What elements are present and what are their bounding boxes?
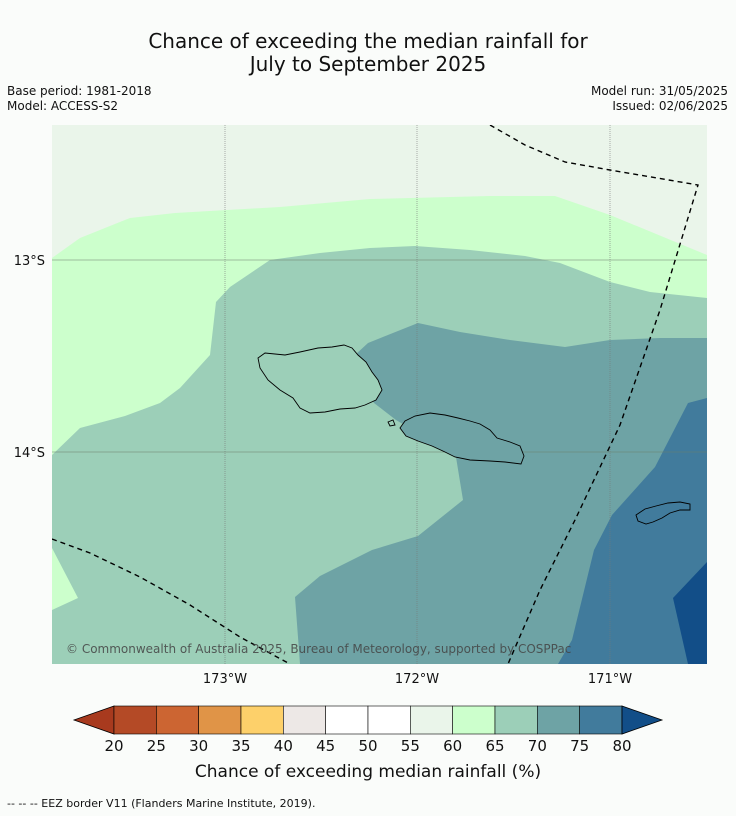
manono-islet — [387, 419, 396, 427]
colorbar: 20 25 30 35 40 45 50 55 60 65 70 75 80 — [72, 705, 664, 755]
base-period: Base period: 1981-2018 — [7, 84, 152, 98]
colorbar-extend-low — [72, 705, 115, 735]
tutuila-island — [635, 501, 691, 525]
eez-border — [52, 125, 699, 664]
lat-label-14s: 14°S — [14, 446, 45, 461]
colorbar-box — [283, 705, 326, 735]
colorbar-tick-label: 40 — [274, 737, 293, 755]
forecast-map: © Commonwealth of Australia 2025, Bureau… — [14, 125, 707, 687]
colorbar-boxes — [72, 705, 664, 735]
colorbar-tick-label: 70 — [528, 737, 547, 755]
lon-label-173w: 173°W — [203, 672, 247, 687]
colorbar-tick-label: 50 — [358, 737, 377, 755]
lon-label-171w: 171°W — [588, 672, 632, 687]
colorbar-tick-label: 65 — [485, 737, 504, 755]
colorbar-tick-label: 35 — [231, 737, 250, 755]
colorbar-extend-high — [621, 705, 664, 735]
colorbar-box — [367, 705, 411, 735]
colorbar-box — [113, 705, 157, 735]
colorbar-tick-label: 55 — [401, 737, 420, 755]
model-name: Model: ACCESS-S2 — [7, 99, 119, 113]
meta-left: Base period: 1981-2018 Model: ACCESS-S2 — [7, 84, 152, 114]
copyright-text: © Commonwealth of Australia 2025, Bureau… — [66, 642, 571, 656]
model-run-date: Model run: 31/05/2025 — [590, 84, 728, 98]
meta-right: Model run: 31/05/2025 Issued: 02/06/2025 — [591, 84, 728, 114]
eez-footnote: -- -- -- EEZ border V11 (Flanders Marine… — [7, 797, 316, 810]
band-75-80 — [558, 398, 707, 664]
colorbar-box — [240, 705, 284, 735]
colorbar-tick-label: 80 — [612, 737, 631, 755]
title-line-1: Chance of exceeding the median rainfall … — [148, 29, 588, 53]
colorbar-tick-label: 20 — [104, 737, 123, 755]
band-above-80 — [673, 562, 707, 664]
colorbar-box — [537, 705, 580, 735]
colorbar-tick-label: 60 — [443, 737, 462, 755]
lat-label-13s: 13°S — [14, 254, 45, 269]
colorbar-box — [198, 705, 242, 735]
colorbar-box — [410, 705, 453, 735]
colorbar-tick-label: 75 — [570, 737, 589, 755]
colorbar-tick-label: 30 — [189, 737, 208, 755]
colorbar-label: Chance of exceeding median rainfall (%) — [194, 762, 542, 782]
chart-title: Chance of exceeding the median rainfall … — [0, 30, 736, 76]
colorbar-box — [494, 705, 538, 735]
savaii-island — [257, 344, 383, 414]
upolu-island — [399, 412, 525, 465]
lon-label-172w: 172°W — [395, 672, 439, 687]
lat-gridlines — [52, 259, 707, 453]
colorbar-box — [325, 705, 369, 735]
issued-date: Issued: 02/06/2025 — [612, 99, 728, 113]
colorbar-ticks: 20 25 30 35 40 45 50 55 60 65 70 75 80 — [104, 737, 631, 755]
islands — [257, 344, 691, 525]
colorbar-box — [156, 705, 199, 735]
colorbar-tick-label: 25 — [147, 737, 166, 755]
colorbar-box — [579, 705, 623, 735]
colorbar-tick-label: 45 — [316, 737, 335, 755]
colorbar-box — [452, 705, 496, 735]
title-line-2: July to September 2025 — [249, 52, 487, 76]
